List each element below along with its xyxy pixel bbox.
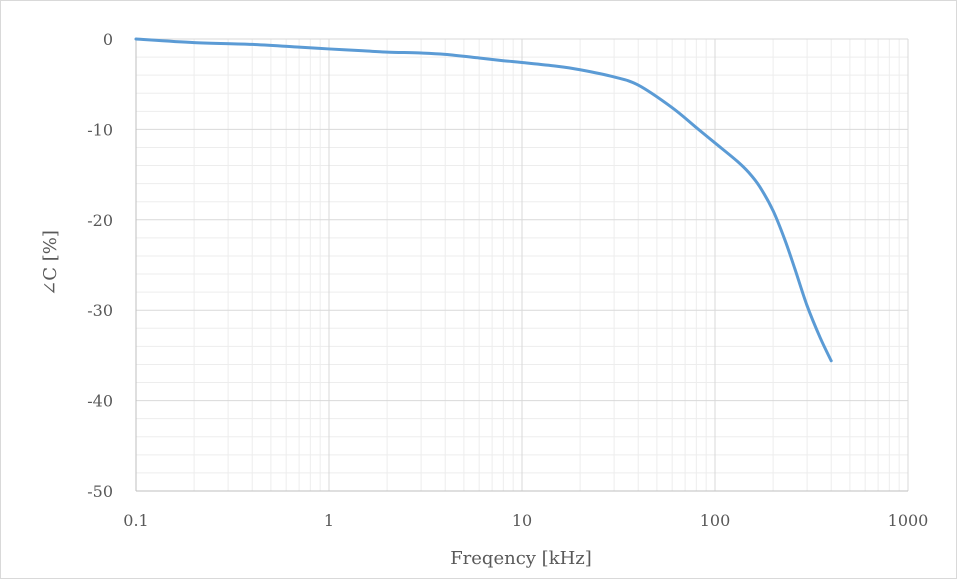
x-tick-label: 100 (700, 511, 731, 530)
x-tick-label: 0.1 (123, 511, 148, 530)
axis-lines (135, 39, 908, 492)
series-layer (134, 37, 833, 363)
major-gridlines (135, 38, 909, 491)
series-line (134, 37, 833, 363)
y-tick-label: -50 (87, 482, 113, 501)
x-axis-title: Freqency [kHz] (450, 548, 592, 569)
x-axis-ticks: 0.1 1 10 100 1000 (123, 511, 928, 530)
y-tick-label: -30 (87, 301, 113, 320)
y-tick-label: -10 (87, 120, 113, 139)
x-tick-label: 1000 (888, 511, 929, 530)
x-tick-label: 1 (324, 511, 334, 530)
x-tick-label: 10 (512, 511, 532, 530)
y-axis-title: ∠C [%] (40, 230, 61, 296)
y-tick-label: 0 (103, 30, 113, 49)
y-axis-ticks: 0 -10 -20 -30 -40 -50 (87, 30, 113, 501)
y-tick-label: -40 (87, 392, 113, 411)
y-tick-label: -20 (87, 211, 113, 230)
